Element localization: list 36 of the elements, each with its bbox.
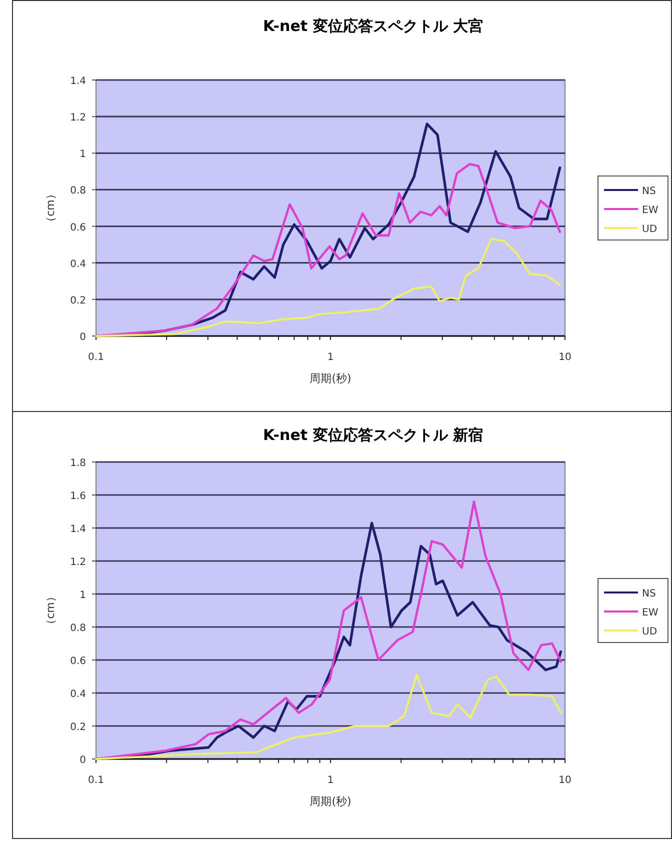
y-tick-label: 1.4 [70,76,86,87]
x-axis-title: 周期(秒) [310,372,352,385]
y-axis-title: （cm） [44,591,57,630]
y-tick-label: 0.8 [70,623,86,634]
y-axis-title: （cm） [44,188,57,228]
x-axis-title: 周期(秒) [310,795,352,808]
x-tick-label: 1 [327,352,334,363]
chart-title: K-net 変位応答スペクトル 大宮 [262,17,484,35]
y-tick-label: 1.2 [70,112,86,124]
x-tick-label: 10 [558,352,572,363]
y-tick-label: 1.4 [70,524,86,535]
y-tick-label: 1 [80,149,86,160]
y-tick-label: 0.8 [70,186,86,197]
y-tick-label: 1.2 [70,557,86,568]
x-tick-label: 10 [558,775,572,786]
y-tick-label: 0.6 [70,222,86,234]
legend-label: EW [642,608,658,618]
x-tick-label: 1 [327,775,334,786]
y-tick-label: 0.4 [70,689,86,700]
y-tick-label: 0.4 [70,258,86,270]
y-tick-label: 1.6 [70,491,86,502]
y-tick-label: 1.8 [70,458,86,469]
y-tick-label: 0.2 [70,295,86,306]
legend-label: UD [642,224,658,235]
legend-label: UD [642,626,658,638]
x-tick-label: 0.1 [88,775,104,786]
y-tick-label: 1 [80,590,86,601]
legend-label: EW [642,205,658,216]
y-tick-label: 0.2 [70,722,86,733]
y-tick-label: 0 [80,332,86,343]
legend-label: NS [642,588,656,600]
y-tick-label: 0.6 [70,656,86,667]
chart-title: K-net 変位応答スペクトル 新宿 [262,426,484,444]
x-tick-label: 0.1 [88,352,104,363]
y-tick-label: 0 [80,755,86,766]
legend-label: NS [642,186,656,197]
